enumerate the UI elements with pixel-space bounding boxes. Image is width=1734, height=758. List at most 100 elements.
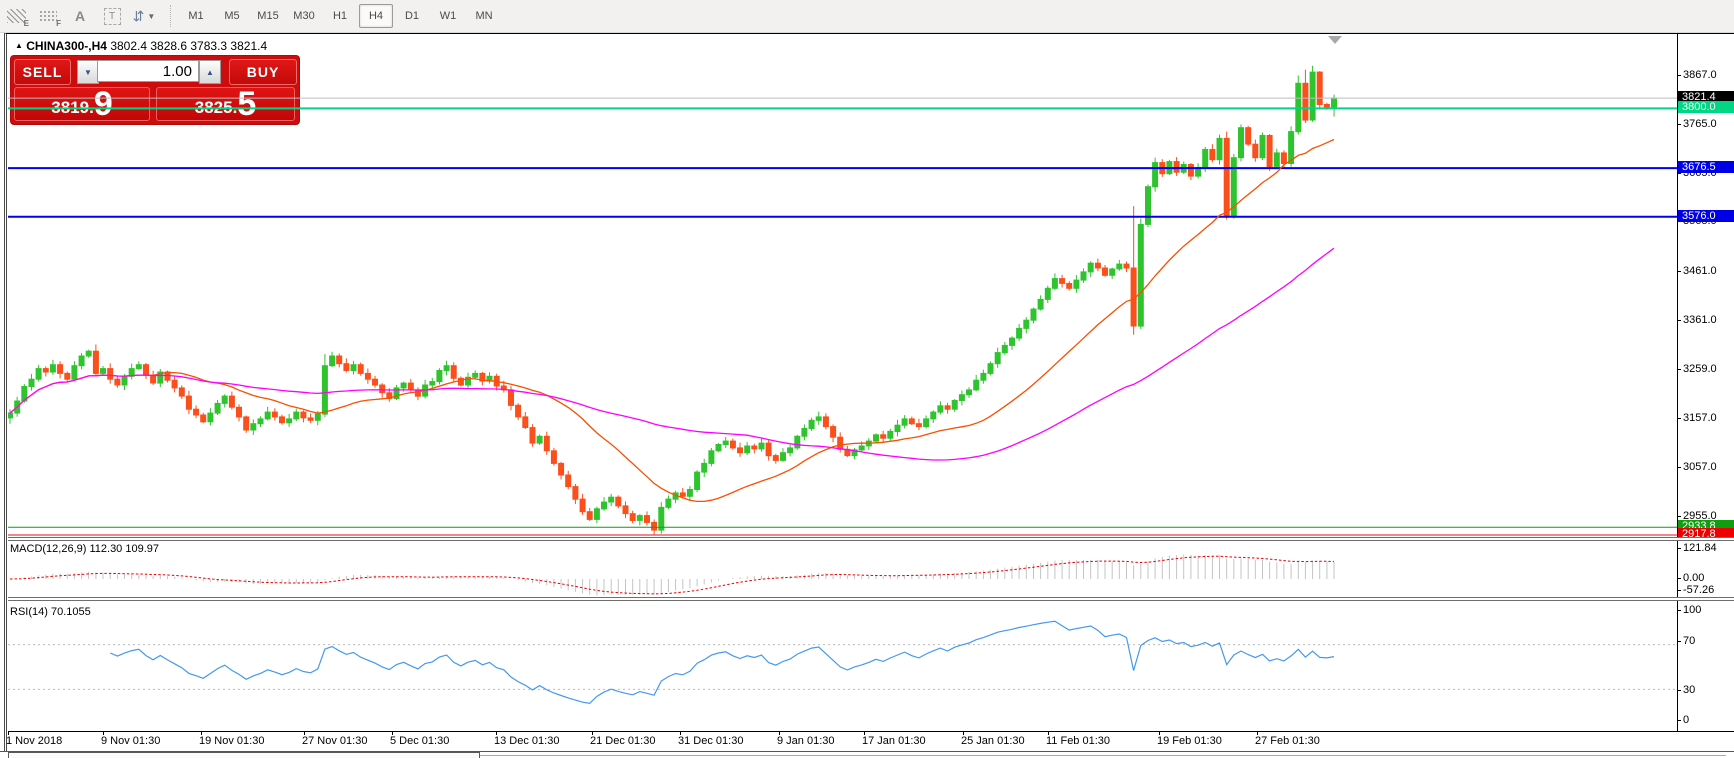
grid-template-icon[interactable]: F xyxy=(34,4,62,28)
symbol-title: CHINA300-,H4 xyxy=(26,39,107,53)
price-tick-mark xyxy=(1677,369,1681,370)
sell-button[interactable]: SELL xyxy=(14,59,71,85)
macd-axis-label: 121.84 xyxy=(1683,542,1717,554)
timeframe-button-H1[interactable]: H1 xyxy=(332,10,348,22)
indicator-tick-mark xyxy=(1677,720,1681,721)
panel-divider-macd[interactable] xyxy=(8,537,1734,541)
indicators-icon[interactable]: E xyxy=(2,4,30,28)
time-tick-mark xyxy=(201,731,202,735)
horizontal-scrollbar[interactable] xyxy=(0,751,1734,758)
timeframe-button-W1[interactable]: W1 xyxy=(439,10,457,22)
time-axis-border xyxy=(8,731,1734,732)
one-click-trading-panel: SELL ▼ ▲ BUY 3819.9 3825.5 xyxy=(11,56,299,124)
time-axis-label: 17 Jan 01:30 xyxy=(862,735,926,747)
chart-window[interactable]: ▲ CHINA300-,H4 3802.4 3828.6 3783.3 3821… xyxy=(4,33,1734,758)
toolbar: E F A T ⇵ ▼ M1 M5 M15 M30 H1 H4 D1 W1 MN xyxy=(0,0,1734,33)
text-box-icon[interactable]: T xyxy=(98,4,126,28)
timeframe-button-M1[interactable]: M1 xyxy=(188,10,204,22)
price-tick-label: 3461.0 xyxy=(1683,265,1717,277)
price-level-badge: 3800.0 xyxy=(1678,101,1734,113)
volume-increase-button[interactable]: ▲ xyxy=(199,60,221,84)
price-axis-line xyxy=(1677,34,1678,731)
price-tick-mark xyxy=(1677,271,1681,272)
buy-button[interactable]: BUY xyxy=(229,59,297,85)
time-tick-mark xyxy=(680,731,681,735)
toolbar-icon-group: E F A T ⇵ ▼ xyxy=(0,4,160,28)
price-tick-mark xyxy=(1677,467,1681,468)
buy-price-button[interactable]: 3825. 5 xyxy=(156,87,295,121)
time-axis-label: 9 Jan 01:30 xyxy=(777,735,835,747)
time-axis-label: 31 Dec 01:30 xyxy=(678,735,744,747)
volume-decrease-button[interactable]: ▼ xyxy=(77,60,99,84)
rsi-axis-label: 70 xyxy=(1683,635,1696,647)
time-axis-label: 21 Dec 01:30 xyxy=(590,735,656,747)
time-tick-mark xyxy=(392,731,393,735)
macd-axis-label: -57.26 xyxy=(1683,584,1715,596)
buy-price-main: 3825 xyxy=(194,98,233,117)
price-tick-label: 3057.0 xyxy=(1683,461,1717,473)
time-tick-mark xyxy=(864,731,865,735)
price-level-badge: 3576.0 xyxy=(1678,210,1734,222)
time-tick-mark xyxy=(496,731,497,735)
sell-price-main: 3819 xyxy=(51,98,90,117)
time-tick-mark xyxy=(779,731,780,735)
price-tick-mark xyxy=(1677,418,1681,419)
timeframe-button-H4[interactable]: H4 xyxy=(359,4,393,28)
price-tick-mark xyxy=(1677,516,1681,517)
indicator-tick-mark xyxy=(1677,610,1681,611)
price-tick-mark xyxy=(1677,173,1681,174)
price-level-badge: 3821.4 xyxy=(1678,91,1734,103)
price-tick-mark xyxy=(1677,75,1681,76)
arrow-objects-icon[interactable]: ⇵ ▼ xyxy=(132,7,156,24)
chart-shift-marker-icon[interactable] xyxy=(1328,36,1342,44)
sell-price-button[interactable]: 3819. 9 xyxy=(14,87,150,121)
chart-title: ▲ CHINA300-,H4 3802.4 3828.6 3783.3 3821… xyxy=(15,39,267,53)
indicator-tick-mark xyxy=(1677,590,1681,591)
scrollbar-thumb[interactable] xyxy=(8,752,480,758)
time-axis-label: 5 Dec 01:30 xyxy=(390,735,450,747)
scrollbar-track[interactable] xyxy=(8,755,1726,756)
indicator-tick-mark xyxy=(1677,641,1681,642)
time-tick-mark xyxy=(304,731,305,735)
time-axis-label: 27 Nov 01:30 xyxy=(302,735,368,747)
time-axis-label: 1 Nov 2018 xyxy=(6,735,63,747)
time-axis-label: 27 Feb 01:30 xyxy=(1255,735,1320,747)
time-axis-label: 19 Nov 01:30 xyxy=(199,735,265,747)
indicator-tick-mark xyxy=(1677,548,1681,549)
macd-label: MACD(12,26,9) 112.30 109.97 xyxy=(10,543,159,555)
collapse-triangle-icon[interactable]: ▲ xyxy=(15,41,23,50)
text-label-icon[interactable]: A xyxy=(74,8,86,24)
rsi-axis-label: 30 xyxy=(1683,684,1696,696)
time-tick-mark xyxy=(103,731,104,735)
time-axis-label: 11 Feb 01:30 xyxy=(1046,735,1111,747)
timeframe-button-MN[interactable]: MN xyxy=(475,10,493,22)
timeframe-button-M5[interactable]: M5 xyxy=(224,10,240,22)
timeframe-button-group: M1 M5 M15 M30 H1 H4 D1 W1 MN xyxy=(178,4,502,28)
time-tick-mark xyxy=(1048,731,1049,735)
volume-input[interactable] xyxy=(97,60,199,82)
price-tick-label: 3361.0 xyxy=(1683,314,1717,326)
price-tick-label: 3157.0 xyxy=(1683,412,1717,424)
buy-price-pips: 5 xyxy=(237,85,257,123)
timeframe-button-M15[interactable]: M15 xyxy=(257,10,279,22)
time-tick-mark xyxy=(592,731,593,735)
time-tick-mark xyxy=(963,731,964,735)
rsi-label: RSI(14) 70.1055 xyxy=(10,606,91,618)
price-tick-mark xyxy=(1677,320,1681,321)
toolbar-separator xyxy=(170,5,172,27)
price-tick-label: 3259.0 xyxy=(1683,363,1717,375)
time-axis-label: 19 Feb 01:30 xyxy=(1157,735,1222,747)
indicator-tick-mark xyxy=(1677,578,1681,579)
time-tick-mark xyxy=(1159,731,1160,735)
macd-axis-label: 0.00 xyxy=(1683,572,1705,584)
time-axis-label: 13 Dec 01:30 xyxy=(494,735,560,747)
timeframe-button-D1[interactable]: D1 xyxy=(404,10,420,22)
price-tick-label: 3765.0 xyxy=(1683,118,1717,130)
timeframe-button-M30[interactable]: M30 xyxy=(293,10,315,22)
indicator-tick-mark xyxy=(1677,690,1681,691)
rsi-axis-label: 100 xyxy=(1683,604,1702,616)
panel-divider-rsi[interactable] xyxy=(8,597,1734,601)
time-tick-mark xyxy=(8,731,9,735)
price-tick-mark xyxy=(1677,124,1681,125)
